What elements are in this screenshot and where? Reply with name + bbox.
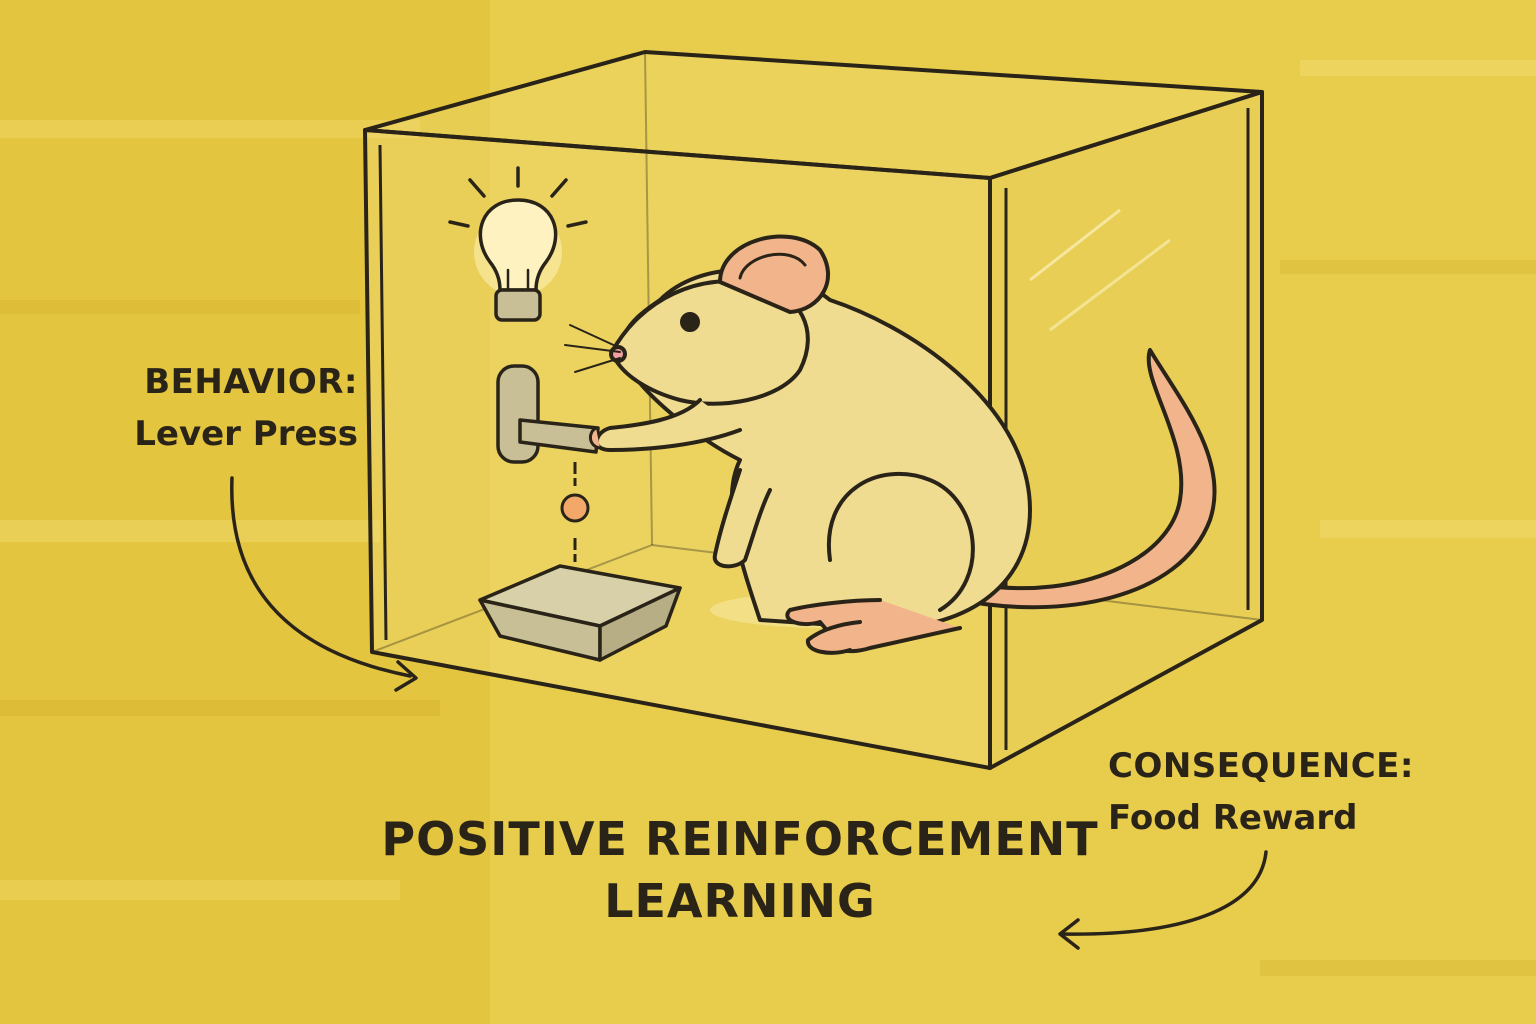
behavior-detail: Lever Press — [134, 414, 358, 454]
arrow-icon — [230, 476, 1268, 950]
behavior-heading: BEHAVIOR: — [144, 362, 358, 402]
consequence-detail: Food Reward — [1108, 798, 1358, 838]
food-tray-icon — [478, 564, 682, 662]
consequence-label: CONSEQUENCE: Food Reward — [1108, 740, 1468, 844]
light-bulb-icon — [448, 166, 588, 322]
behavior-label: BEHAVIOR: Lever Press — [100, 356, 358, 460]
rat-icon — [564, 234, 1217, 655]
diagram-title: POSITIVE REINFORCEMENT LEARNING — [300, 808, 1180, 932]
lever-icon — [496, 364, 600, 464]
food-pellet-icon — [560, 462, 590, 562]
title-line-1: POSITIVE REINFORCEMENT — [381, 812, 1099, 866]
title-line-2: LEARNING — [604, 874, 876, 928]
consequence-heading: CONSEQUENCE: — [1108, 746, 1414, 786]
